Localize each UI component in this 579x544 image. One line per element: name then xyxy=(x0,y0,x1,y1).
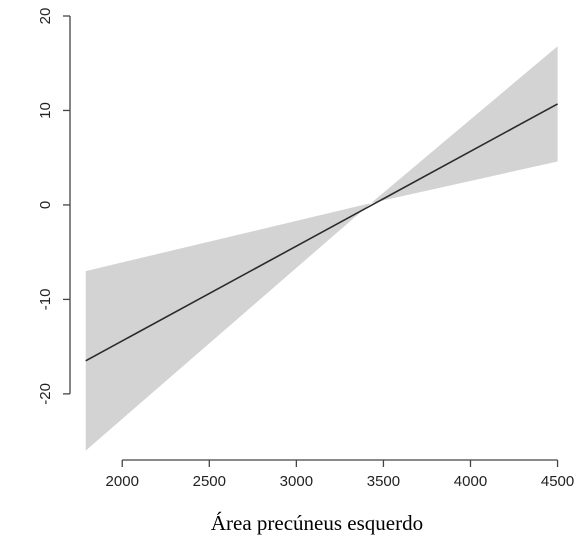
regression-line xyxy=(85,103,558,362)
x-axis-title: Área precúneus esquerdo xyxy=(211,511,423,535)
x-tick-label: 3500 xyxy=(367,473,400,490)
x-tick-label: 3000 xyxy=(280,473,313,490)
x-tick-label: 4500 xyxy=(541,473,574,490)
y-tick-label: -20 xyxy=(37,383,54,405)
y-tick-label: 20 xyxy=(37,8,54,25)
y-tick-label: 0 xyxy=(37,201,54,209)
x-tick-label: 4000 xyxy=(454,473,487,490)
axes: 2000 2500 3000 3500 4000 4500 -20 -10 0 10 20 xyxy=(37,8,574,490)
plot-area xyxy=(85,46,558,451)
y-tick-label: 10 xyxy=(37,102,54,119)
y-tick-label: -10 xyxy=(37,289,54,311)
x-tick-label: 2000 xyxy=(106,473,139,490)
x-tick-label: 2500 xyxy=(193,473,226,490)
confidence-band xyxy=(85,46,558,451)
